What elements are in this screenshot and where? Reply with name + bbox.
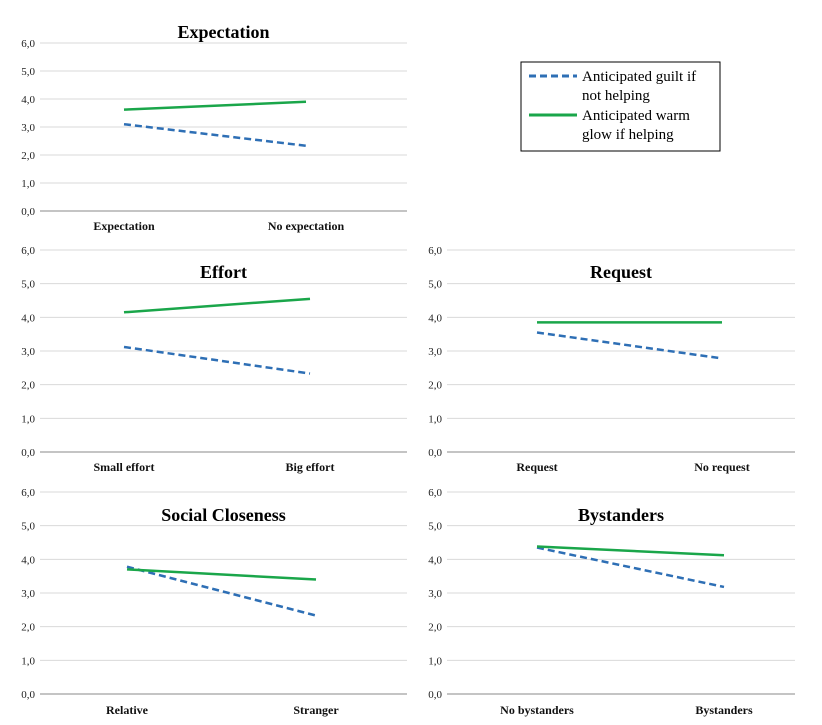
y-tick-label: 1,0 — [21, 178, 35, 190]
y-tick-label: 5,0 — [428, 279, 442, 291]
y-tick-label: 0,0 — [428, 447, 442, 459]
y-tick-label: 3,0 — [428, 346, 442, 358]
y-tick-label: 2,0 — [428, 622, 442, 634]
y-tick-label: 3,0 — [21, 346, 35, 358]
y-tick-label: 0,0 — [428, 689, 442, 701]
y-tick-label: 1,0 — [21, 413, 35, 425]
legend-guilt-label-line2: not helping — [582, 88, 650, 104]
y-tick-label: 4,0 — [21, 94, 35, 106]
y-tick-label: 0,0 — [21, 689, 35, 701]
series-line-warm — [536, 545, 725, 557]
y-tick-label: 1,0 — [428, 655, 442, 667]
series-line-guilt — [123, 345, 311, 375]
panel-effort: 0,0 1,0 2,0 3,0 4,0 5,0 6,0 Effort Small effort B… — [21, 245, 407, 474]
series-line-warm — [126, 568, 317, 581]
y-tick-label: 2,0 — [21, 380, 35, 392]
x-category-label: Request — [516, 460, 557, 474]
y-tick-label: 6,0 — [21, 487, 35, 499]
y-tick-label: 0,0 — [21, 206, 35, 218]
y-tick-label: 2,0 — [428, 380, 442, 392]
legend-warm-label-line1: Anticipated warm — [582, 108, 690, 124]
panel-bystanders: 0,0 1,0 2,0 3,0 4,0 5,0 6,0 Bystanders No bystan… — [428, 487, 795, 717]
y-tick-label: 1,0 — [428, 413, 442, 425]
x-category-label: No expectation — [268, 219, 345, 233]
x-category-label: Bystanders — [695, 703, 753, 717]
y-tick-label: 6,0 — [21, 245, 35, 257]
x-category-label: Small effort — [94, 460, 155, 474]
y-tick-label: 4,0 — [428, 312, 442, 324]
x-category-label: Expectation — [93, 219, 155, 233]
chart-title: Social Closeness — [161, 505, 286, 525]
y-tick-label: 2,0 — [21, 150, 35, 162]
chart-title: Effort — [200, 262, 247, 282]
y-tick-label: 3,0 — [21, 122, 35, 134]
x-category-label: Stranger — [293, 703, 339, 717]
legend-guilt-label-line1: Anticipated guilt if — [582, 69, 696, 85]
series-line-guilt — [536, 331, 723, 360]
legend-warm-label-line2: glow if helping — [582, 127, 674, 143]
x-category-label: No request — [694, 460, 749, 474]
y-tick-label: 4,0 — [428, 554, 442, 566]
y-tick-label: 2,0 — [21, 622, 35, 634]
y-tick-label: 6,0 — [428, 487, 442, 499]
chart-panels: 0,0 1,0 2,0 3,0 4,0 5,0 6,0 Expectation Expectat… — [21, 22, 795, 717]
panel-request: 0,0 1,0 2,0 3,0 4,0 5,0 6,0 Request Request No re… — [428, 245, 795, 474]
y-tick-label: 1,0 — [21, 655, 35, 667]
y-tick-label: 4,0 — [21, 312, 35, 324]
chart-title: Expectation — [178, 22, 270, 42]
y-tick-label: 6,0 — [428, 245, 442, 257]
y-tick-label: 6,0 — [21, 38, 35, 50]
x-category-label: Relative — [106, 703, 149, 717]
series-line-guilt — [536, 546, 725, 589]
y-tick-label: 5,0 — [21, 279, 35, 291]
x-category-label: Big effort — [286, 460, 335, 474]
x-category-label: No bystanders — [500, 703, 574, 717]
y-tick-label: 4,0 — [21, 554, 35, 566]
y-tick-label: 3,0 — [428, 588, 442, 600]
legend: Anticipated guilt if not helping Anticip… — [520, 61, 721, 152]
y-tick-label: 5,0 — [428, 521, 442, 533]
series-line-warm — [123, 297, 311, 314]
series-line-warm — [123, 100, 307, 111]
y-tick-label: 5,0 — [21, 521, 35, 533]
y-tick-label: 0,0 — [21, 447, 35, 459]
panel-expectation: 0,0 1,0 2,0 3,0 4,0 5,0 6,0 Expectation Expectat… — [21, 22, 407, 233]
chart-title: Bystanders — [578, 505, 664, 525]
y-tick-label: 5,0 — [21, 66, 35, 78]
series-line-guilt — [123, 122, 307, 148]
y-tick-label: 3,0 — [21, 588, 35, 600]
chart-title: Request — [590, 262, 652, 282]
panel-social-closeness: 0,0 1,0 2,0 3,0 4,0 5,0 6,0 Social Closeness Rel… — [21, 487, 407, 717]
